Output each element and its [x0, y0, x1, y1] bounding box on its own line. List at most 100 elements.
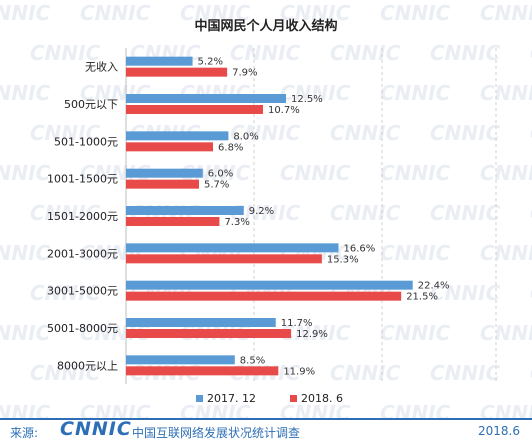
- value-label: 6.0%: [208, 169, 233, 180]
- watermark-text: CNNIC: [280, 321, 351, 345]
- watermark-text: CNNIC: [0, 81, 51, 105]
- value-label: 21.5%: [406, 292, 438, 303]
- bar: [126, 366, 279, 376]
- category-label: 8000元以上: [57, 359, 118, 372]
- category-label: 501-1000元: [54, 135, 118, 148]
- watermark-text: CNNIC: [380, 241, 451, 265]
- watermark-text: CNNIC: [330, 121, 401, 145]
- value-label: 7.9%: [232, 68, 257, 79]
- watermark-text: CNNIC: [280, 81, 351, 105]
- watermark-text: CNNIC: [380, 81, 451, 105]
- value-label: 22.4%: [418, 281, 450, 292]
- category-label: 无收入: [85, 60, 118, 74]
- watermark-text: CNNIC: [30, 41, 101, 65]
- bar: [126, 142, 214, 152]
- bar: [126, 217, 220, 226]
- bar: [126, 94, 286, 103]
- watermark-text: CNNIC: [530, 121, 532, 145]
- value-label: 8.0%: [233, 131, 258, 142]
- watermark-text: CNNIC: [430, 41, 501, 65]
- value-label: 12.9%: [296, 329, 328, 340]
- value-label: 15.3%: [327, 254, 359, 265]
- value-labels: 5.2% 7.9% 12.5%10.7% 8.0%6.8% 6.0%5.7% 9.2%7.…: [198, 57, 450, 378]
- bar: [126, 355, 235, 365]
- bars: [126, 56, 413, 376]
- organization-name: 中国互联网络发展状况统计调查: [132, 426, 301, 440]
- watermark-text: CNNIC: [530, 201, 532, 225]
- watermark-text: CNNIC: [380, 321, 451, 345]
- watermark-text: CNNIC: [530, 281, 532, 305]
- watermark-text: CNNIC: [80, 1, 151, 25]
- bar: [126, 318, 276, 327]
- value-label: 11.9%: [283, 366, 315, 377]
- watermark-text: CNNIC: [480, 161, 532, 185]
- legend-swatch: [196, 395, 203, 402]
- bar: [126, 280, 413, 290]
- value-label: 5.7%: [204, 180, 229, 191]
- legend-label: 2018. 6: [301, 392, 343, 405]
- source-label: 来源:: [10, 426, 39, 440]
- watermark-text: CNNIC: [430, 281, 501, 305]
- watermark-text: CNNIC: [480, 321, 532, 345]
- watermark-text: CNNIC: [530, 41, 532, 65]
- value-label: 8.5%: [240, 355, 265, 366]
- category-label: 3001-5000元: [47, 285, 118, 298]
- legend-label: 2017. 12: [207, 392, 256, 405]
- bar: [126, 254, 322, 264]
- watermark-text: CNNIC: [480, 241, 532, 265]
- category-label: 1001-1500元: [47, 173, 118, 186]
- watermark-text: CNNIC: [280, 1, 351, 25]
- value-label: 11.7%: [281, 318, 313, 329]
- value-label: 7.3%: [224, 217, 249, 228]
- watermark-text: CNNIC: [530, 361, 532, 385]
- gridlines: [253, 48, 383, 384]
- watermark-text: CNNIC: [30, 281, 101, 305]
- watermark-text: CNNIC: [30, 361, 101, 385]
- watermark-text: CNNIC: [0, 321, 51, 345]
- watermark-text: CNNIC: [430, 201, 501, 225]
- category-label: 2001-3000元: [47, 247, 118, 260]
- bar: [126, 329, 292, 338]
- bar: [126, 291, 402, 301]
- watermark-text: CNNIC: [0, 161, 51, 185]
- plot-frame: [125, 48, 497, 384]
- bar: [126, 56, 193, 66]
- watermark-text: CNNIC: [230, 41, 301, 65]
- value-label: 5.2%: [198, 57, 223, 68]
- watermark-text: CNNIC: [330, 201, 401, 225]
- watermark-text: CNNIC: [0, 241, 51, 265]
- bar: [126, 168, 203, 178]
- watermark-text: CNNIC: [0, 1, 51, 25]
- source-footer: 来源: CNNIC 中国互联网络发展状况统计调查 2018.6: [0, 418, 532, 443]
- bar: [126, 105, 263, 114]
- value-label: 12.5%: [291, 94, 323, 105]
- value-label: 16.6%: [343, 243, 375, 254]
- watermark-text: CNNIC: [430, 361, 501, 385]
- chart-title: 中国网民个人月收入结构: [194, 18, 337, 34]
- watermark-text: CNNIC: [30, 121, 101, 145]
- watermark-text: CNNIC: [30, 201, 101, 225]
- watermark-text: CNNIC: [480, 81, 532, 105]
- legend: 2017. 12 2018. 6: [196, 392, 343, 405]
- watermark-text: CNNIC: [330, 41, 401, 65]
- value-label: 10.7%: [268, 105, 300, 116]
- bar: [126, 67, 228, 77]
- publish-date: 2018.6: [478, 424, 520, 438]
- category-label: 5001-8000元: [47, 322, 118, 335]
- footer-rule: [0, 418, 532, 420]
- watermark-text: CNNIC: [230, 121, 301, 145]
- watermark-text: CNNIC: [380, 1, 451, 25]
- watermark-text: CNNIC: [430, 121, 501, 145]
- watermark-text: CNNIC: [480, 1, 532, 25]
- watermark-text: CNNIC: [330, 361, 401, 385]
- bar: [126, 206, 244, 215]
- category-label: 500元以下: [64, 98, 118, 111]
- value-label: 6.8%: [218, 142, 243, 153]
- category-label: 1501-2000元: [47, 210, 118, 223]
- bar: [126, 131, 229, 141]
- cnnic-logo: CNNIC: [60, 418, 132, 440]
- watermark-text: CNNIC: [180, 1, 251, 25]
- legend-swatch: [290, 395, 297, 402]
- watermark-text: CNNIC: [280, 161, 351, 185]
